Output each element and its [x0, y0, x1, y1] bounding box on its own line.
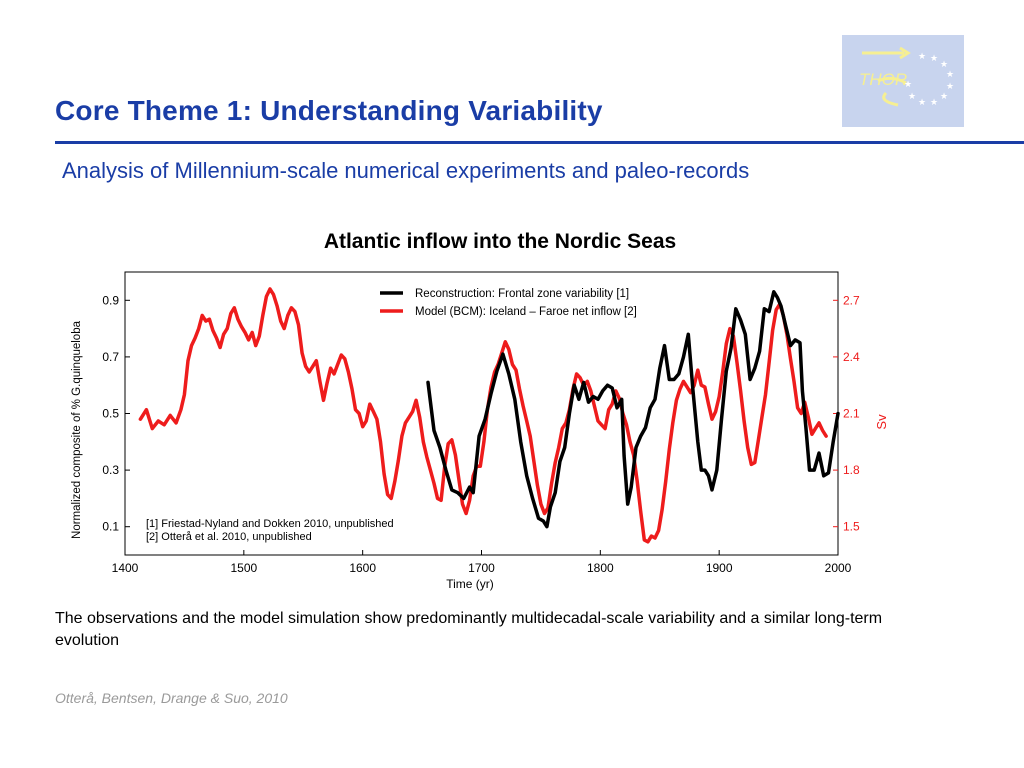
series-line-reconstruction: [426, 290, 840, 529]
svg-text:★: ★: [946, 70, 954, 80]
reference-2: [2] Otterå et al. 2010, unpublished: [146, 531, 312, 543]
x-tick-label: 1600: [349, 561, 376, 575]
y2-tick-label: 1.5: [843, 520, 860, 534]
line-chart: 1400 1500 1600 1700 1800 1900 2000 0.1 0.3 0.5 0.…: [71, 271, 889, 591]
svg-text:★: ★: [940, 92, 948, 102]
x-tick-label: 1900: [706, 561, 733, 575]
y2-tick-label: 1.8: [843, 463, 860, 477]
x-axis-label: Time (yr): [446, 577, 494, 591]
y-axis-label: Normalized composite of % G.quinqueloba: [71, 320, 83, 539]
x-tick-label: 1400: [112, 561, 139, 575]
legend-label-model: Model (BCM): Iceland – Faroe net inflow …: [415, 306, 637, 318]
svg-text:★: ★: [940, 60, 948, 70]
x-tick-label: 1700: [468, 561, 495, 575]
y2-tick-label: 2.7: [843, 293, 860, 307]
credit: Otterå, Bentsen, Drange & Suo, 2010: [55, 690, 288, 706]
svg-text:★: ★: [908, 92, 916, 102]
y-tick-label: 0.7: [102, 350, 119, 364]
svg-text:★: ★: [946, 82, 954, 92]
references: [1] Friestad-Nyland and Dokken 2010, unp…: [146, 518, 394, 543]
slide-subtitle: Analysis of Millennium-scale numerical e…: [62, 158, 750, 183]
x-tick-label: 1500: [230, 561, 257, 575]
logo-text: THOR: [859, 70, 907, 89]
y2-tick-label: 2.1: [843, 407, 860, 421]
legend: Reconstruction: Frontal zone variability…: [380, 288, 637, 318]
x-tick-label: 1800: [587, 561, 614, 575]
y2-tick-label: 2.4: [843, 350, 860, 364]
reference-1: [1] Friestad-Nyland and Dokken 2010, unp…: [146, 518, 394, 530]
slide-title: Core Theme 1: Understanding Variability: [55, 95, 603, 126]
title-divider: [55, 141, 1024, 144]
svg-text:★: ★: [918, 52, 926, 62]
chart-title: Atlantic inflow into the Nordic Seas: [323, 230, 677, 253]
thor-logo: THOR ★ ★★ ★★★ ★★★ ★: [842, 35, 964, 127]
legend-label-reconstruction: Reconstruction: Frontal zone variability…: [415, 288, 629, 300]
y-tick-label: 0.1: [102, 520, 119, 534]
svg-text:★: ★: [904, 80, 912, 90]
svg-text:★: ★: [930, 98, 938, 108]
svg-text:★: ★: [930, 54, 938, 64]
y-tick-label: 0.5: [102, 407, 119, 421]
y-tick-label: 0.3: [102, 463, 119, 477]
svg-text:★: ★: [918, 98, 926, 108]
x-tick-label: 2000: [825, 561, 852, 575]
y-tick-label: 0.9: [102, 293, 119, 307]
y2-axis-label: Sv: [874, 414, 889, 430]
caption: The observations and the model simulatio…: [55, 610, 883, 649]
